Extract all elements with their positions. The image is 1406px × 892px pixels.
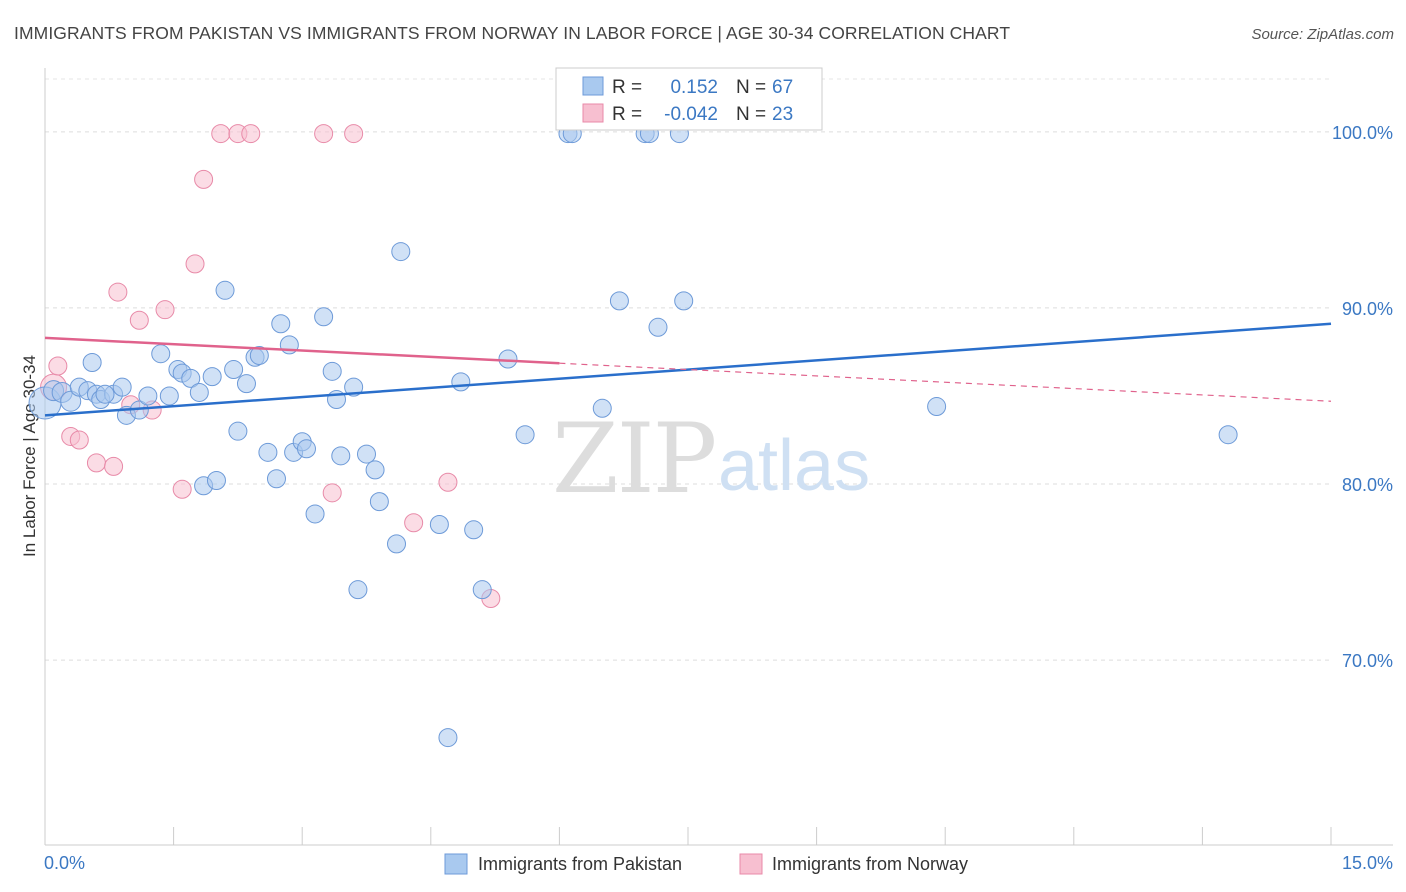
bottom-legend-swatch-pakistan (444, 853, 468, 875)
point-norway-13 (194, 169, 214, 189)
point-pakistan-44 (365, 460, 385, 480)
legend-n-label-pakistan: N = (736, 77, 766, 98)
point-norway-18 (322, 483, 342, 503)
y-axis-label: In Labor Force | Age 30-34 (20, 355, 39, 557)
legend-r-value-pakistan: 0.152 (670, 77, 718, 98)
y-tick-labels: 100.0% 90.0% 80.0% 70.0% (1332, 123, 1393, 671)
bottom-legend-swatch-norway (739, 853, 763, 875)
trend-lines (44, 322, 1332, 417)
y-tick-label-0: 100.0% (1332, 123, 1393, 143)
series-legend: Immigrants from Pakistan Immigrants from… (444, 853, 968, 875)
point-norway-8 (129, 310, 149, 330)
point-pakistan-14 (151, 344, 171, 364)
watermark-atlas: atlas (718, 426, 870, 506)
point-pakistan-25 (228, 421, 248, 441)
point-pakistan-10 (112, 377, 132, 397)
y-tick-label-2: 80.0% (1342, 475, 1393, 495)
watermark: ZIP atlas (552, 403, 870, 515)
point-pakistan-37 (314, 307, 334, 327)
point-pakistan-6 (82, 353, 102, 373)
legend-r-label-norway: R = (612, 104, 642, 125)
point-pakistan-35 (296, 439, 316, 459)
legend-n-label-norway: N = (736, 104, 766, 125)
point-norway-21 (438, 472, 458, 492)
y-tick-label-1: 90.0% (1342, 299, 1393, 319)
bottom-legend-label-norway: Immigrants from Norway (772, 854, 968, 874)
point-pakistan-52 (472, 580, 492, 600)
point-pakistan-50 (451, 372, 471, 392)
x-tick-label-max: 15.0% (1342, 853, 1393, 873)
point-pakistan-43 (357, 444, 376, 464)
point-pakistan-38 (322, 361, 342, 381)
point-pakistan-49 (438, 728, 458, 748)
legend-n-value-pakistan: 67 (772, 77, 793, 98)
point-norway-6 (108, 282, 128, 302)
point-norway-14 (211, 124, 231, 144)
point-pakistan-54 (515, 425, 535, 445)
point-pakistan-22 (206, 470, 226, 490)
point-pakistan-46 (387, 534, 407, 554)
bottom-legend-label-pakistan: Immigrants from Pakistan (478, 854, 682, 874)
point-pakistan-51 (464, 520, 484, 540)
trend-line-pakistan (44, 322, 1332, 417)
series-norway-points (40, 124, 501, 608)
point-pakistan-28 (249, 345, 269, 365)
point-norway-19 (344, 124, 364, 144)
point-pakistan-63 (674, 291, 694, 311)
chart-source: Source: ZipAtlas.com (1251, 26, 1394, 43)
y-tick-label-3: 70.0% (1342, 651, 1393, 671)
point-pakistan-19 (189, 382, 209, 402)
point-norway-17 (314, 124, 334, 144)
point-pakistan-47 (391, 242, 411, 262)
point-pakistan-26 (236, 374, 256, 394)
series-pakistan-points (28, 124, 1238, 748)
chart-title: IMMIGRANTS FROM PAKISTAN VS IMMIGRANTS F… (14, 23, 1010, 43)
point-pakistan-31 (271, 314, 291, 334)
watermark-zip: ZIP (552, 403, 715, 515)
point-pakistan-29 (258, 442, 278, 462)
point-pakistan-66 (95, 384, 115, 404)
point-norway-10 (155, 300, 175, 320)
point-norway-20 (404, 513, 424, 533)
legend-n-value-norway: 23 (772, 104, 793, 125)
point-norway-4 (86, 453, 106, 473)
point-norway-16 (241, 124, 261, 144)
point-norway-1 (48, 356, 68, 376)
point-norway-5 (104, 456, 124, 476)
point-norway-11 (172, 479, 192, 499)
point-pakistan-57 (592, 398, 612, 418)
correlation-legend: R = 0.152 N = 67 R = -0.042 N = 23 (555, 67, 823, 131)
point-pakistan-15 (159, 386, 179, 406)
point-pakistan-45 (369, 492, 389, 512)
x-tick-label-min: 0.0% (44, 853, 85, 873)
point-pakistan-41 (344, 377, 364, 397)
point-pakistan-65 (1218, 425, 1238, 445)
point-pakistan-58 (609, 291, 629, 311)
trend-line-extension-norway (559, 362, 1332, 402)
point-pakistan-40 (331, 446, 351, 466)
point-pakistan-53 (498, 349, 518, 369)
point-pakistan-23 (215, 280, 235, 300)
point-pakistan-42 (348, 580, 368, 600)
point-pakistan-48 (429, 515, 449, 535)
trend-line-norway (44, 336, 560, 365)
legend-swatch-norway (582, 103, 604, 123)
point-pakistan-24 (224, 360, 244, 380)
point-pakistan-36 (305, 504, 325, 524)
legend-swatch-pakistan (582, 76, 604, 96)
legend-r-value-norway: -0.042 (664, 104, 718, 125)
legend-r-label-pakistan: R = (612, 77, 642, 98)
point-pakistan-30 (266, 469, 286, 489)
point-pakistan-13 (138, 386, 158, 406)
point-pakistan-18 (181, 368, 201, 388)
point-pakistan-21 (202, 367, 222, 387)
point-pakistan-61 (648, 317, 668, 337)
axes (44, 68, 1393, 846)
point-pakistan-64 (927, 397, 947, 417)
point-norway-3 (69, 430, 89, 450)
point-norway-12 (185, 254, 205, 274)
